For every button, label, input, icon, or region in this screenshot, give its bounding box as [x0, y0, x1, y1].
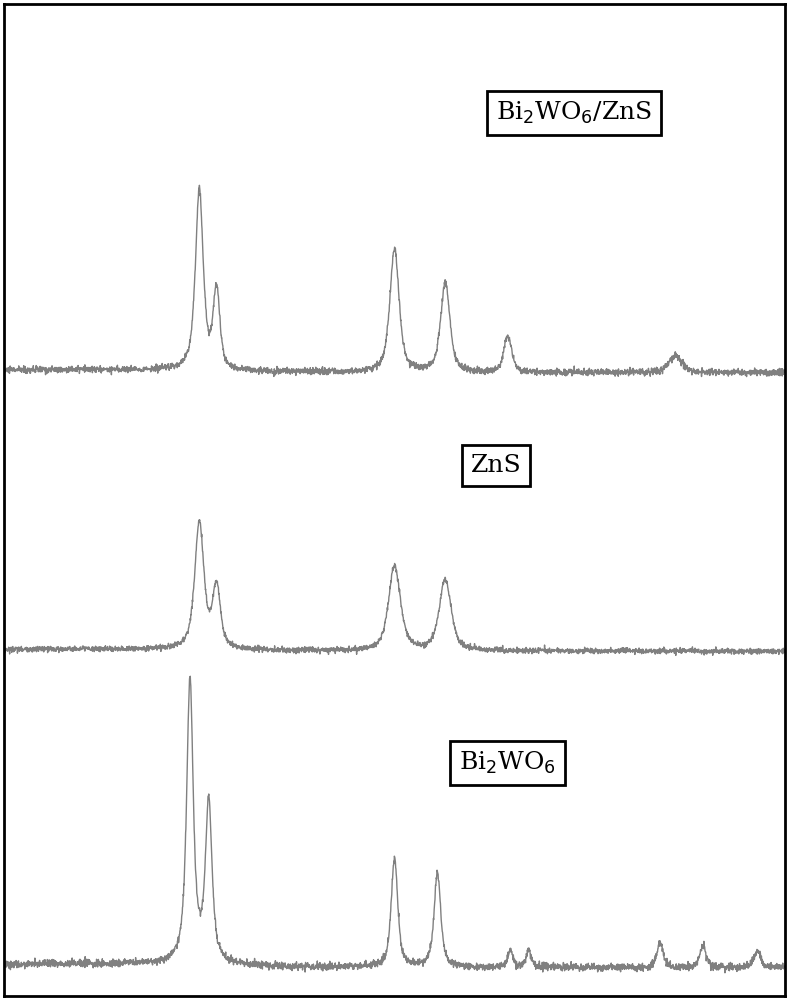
Text: Bi$_2$WO$_6$: Bi$_2$WO$_6$: [459, 750, 556, 776]
Text: Bi$_2$WO$_6$/ZnS: Bi$_2$WO$_6$/ZnS: [496, 100, 652, 126]
Text: ZnS: ZnS: [470, 454, 522, 477]
